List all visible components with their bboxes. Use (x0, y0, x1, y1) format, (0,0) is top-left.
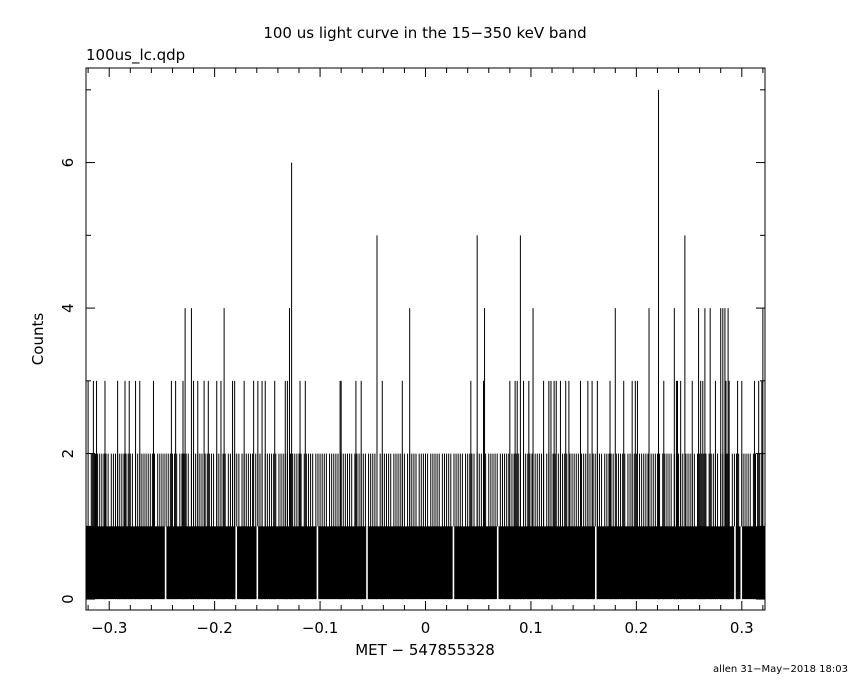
x-axis: −0.3 −0.2 −0.1 0 0.1 0.2 0.3 (87, 68, 764, 637)
chart-subtitle: 100us_lc.qdp (86, 46, 185, 65)
x-tick-label: 0.3 (730, 619, 754, 637)
x-tick-label: 0.1 (519, 619, 543, 637)
bars-group (86, 89, 765, 600)
y-axis-label: Counts (29, 313, 47, 366)
y-tick-label: 6 (59, 158, 77, 168)
plot-area (86, 89, 765, 601)
chart-title: 100 us light curve in the 15−350 keV ban… (263, 24, 586, 42)
x-tick-label: −0.2 (196, 619, 232, 637)
x-tick-label: 0.2 (624, 619, 648, 637)
x-tick-label: −0.1 (302, 619, 338, 637)
zero-bins-group (164, 526, 743, 601)
x-tick-label: 0 (421, 619, 431, 637)
timestamp-footer: allen 31−May−2018 18:03 (713, 664, 848, 675)
y-tick-label: 2 (59, 449, 77, 459)
y-tick-label: 0 (59, 594, 77, 604)
x-axis-label: MET − 547855328 (355, 641, 495, 659)
x-tick-label: −0.3 (91, 619, 127, 637)
y-tick-label: 4 (59, 303, 77, 313)
y-axis: 0 2 4 6 (59, 89, 765, 604)
